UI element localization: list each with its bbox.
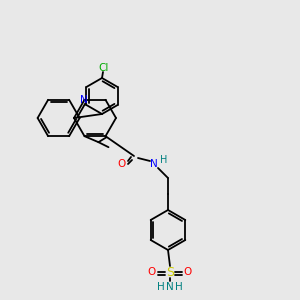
Text: N: N [150, 159, 158, 169]
Text: O: O [184, 267, 192, 277]
Text: N: N [166, 282, 174, 292]
Text: N: N [80, 95, 87, 105]
Text: H: H [175, 282, 183, 292]
Text: H: H [160, 155, 168, 165]
Text: O: O [118, 159, 126, 169]
Text: S: S [166, 266, 174, 278]
Text: Cl: Cl [99, 63, 109, 73]
Text: H: H [157, 282, 165, 292]
Text: O: O [148, 267, 156, 277]
